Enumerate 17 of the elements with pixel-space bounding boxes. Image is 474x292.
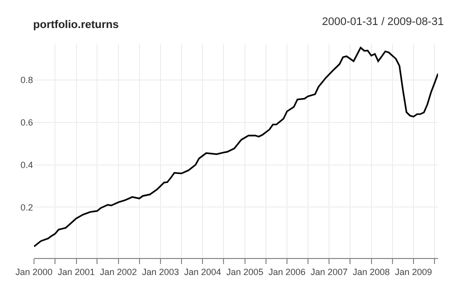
chart-title: portfolio.returns (33, 19, 119, 32)
y-tick-label: 0.2 (20, 202, 33, 212)
x-tick-label: Jan 2004 (184, 266, 222, 277)
x-tick-label: Jan 2008 (352, 266, 390, 277)
x-tick-label: Jan 2002 (100, 266, 137, 277)
y-tick-label: 0.6 (20, 118, 33, 128)
x-tick-label: Jan 2001 (58, 266, 95, 277)
x-tick-label: Jan 2003 (142, 266, 180, 277)
x-tick-label: Jan 2000 (15, 266, 53, 277)
x-tick-label: Jan 2009 (395, 266, 432, 277)
x-tick-label: Jan 2006 (268, 266, 306, 277)
line-series (34, 46, 438, 248)
text: 2000-01-31 / 2009-08-31 (322, 16, 444, 28)
y-tick-label: 0.8 (20, 75, 33, 86)
x-tick-label: Jan 2007 (310, 266, 348, 277)
x-tick-label: Jan 2005 (226, 266, 264, 277)
y-tick-label: 0.4 (20, 160, 33, 170)
